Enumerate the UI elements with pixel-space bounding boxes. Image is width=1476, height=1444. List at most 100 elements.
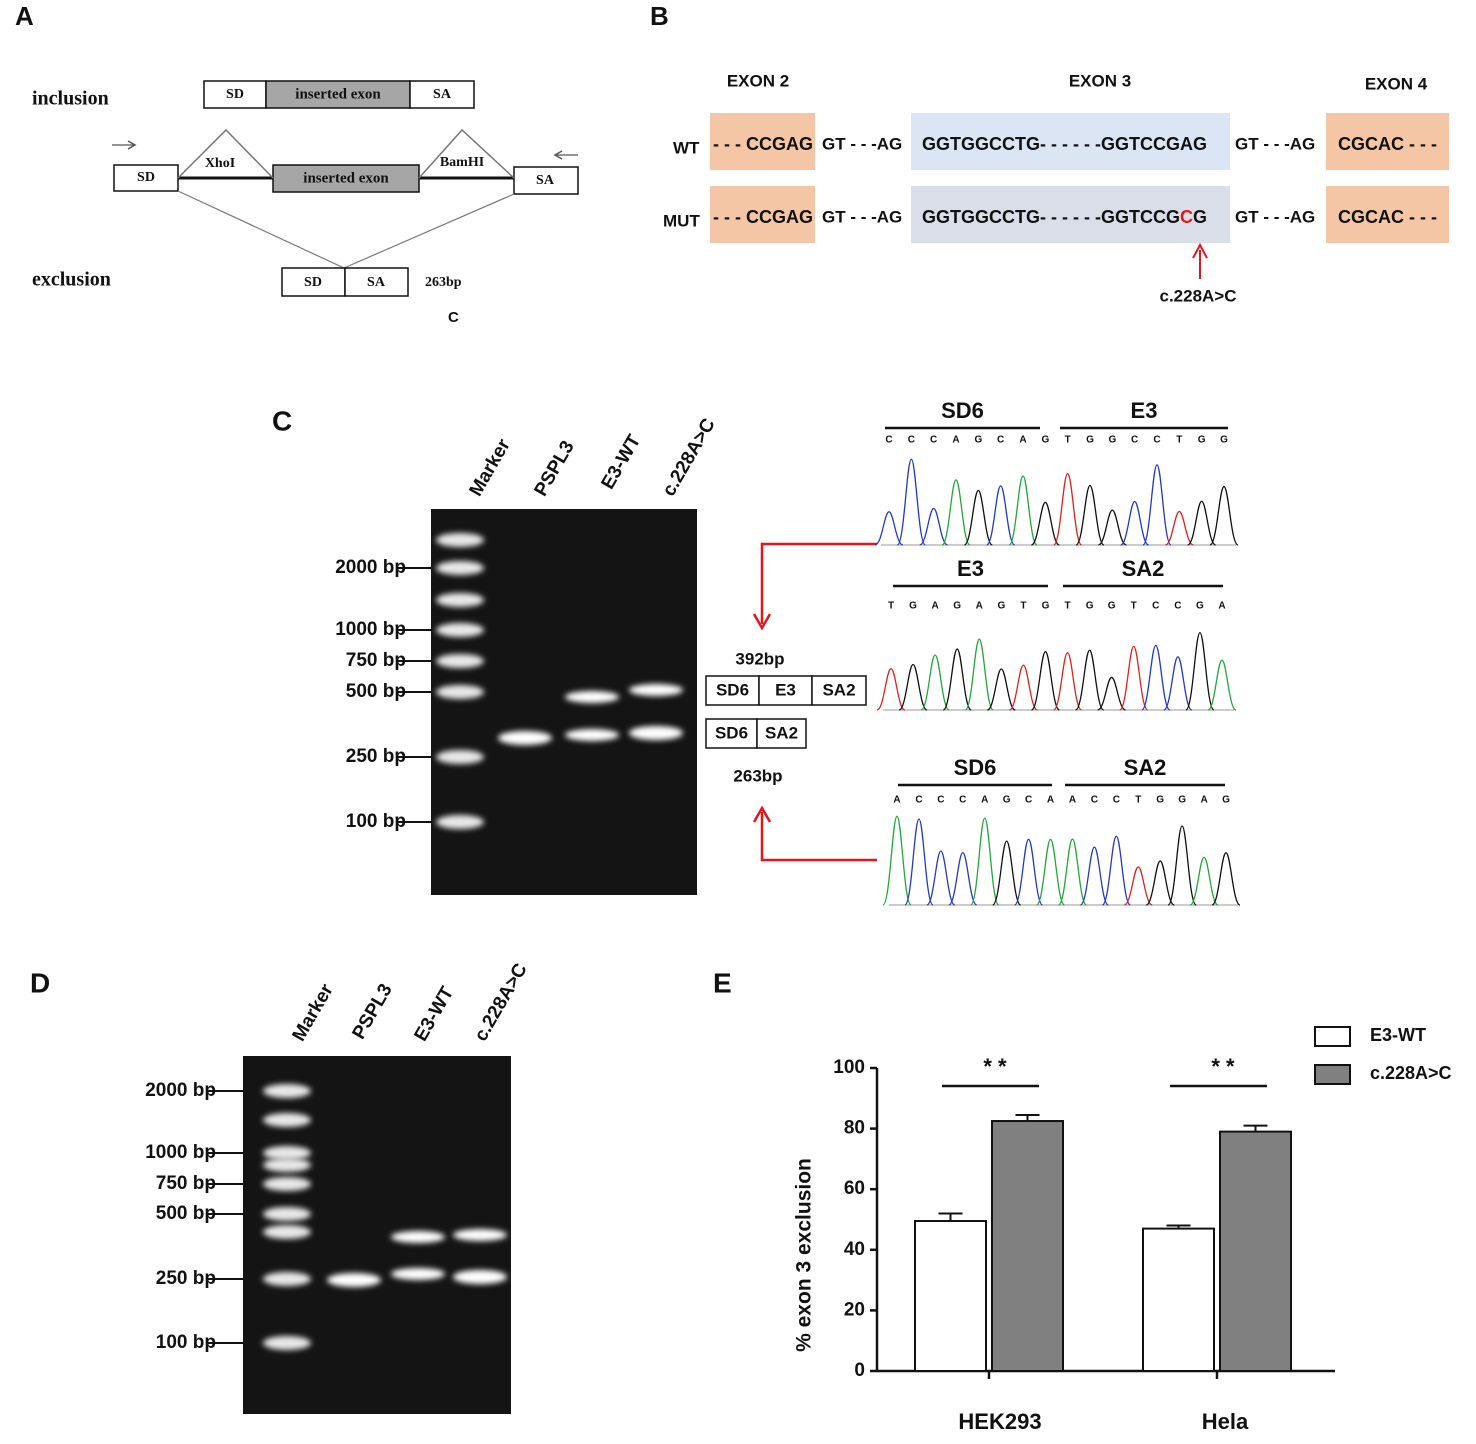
base-call: C (930, 435, 937, 446)
base-call: A (893, 795, 900, 806)
base-call: C (1152, 601, 1159, 612)
trace-peak (948, 851, 978, 906)
legend-swatch (1314, 1064, 1351, 1085)
gel-band (629, 684, 683, 696)
segment-label: SD6 (954, 755, 997, 780)
trace-peak (1209, 485, 1239, 546)
segment: E3 (775, 680, 796, 699)
ladder-label: 1000 bp (335, 619, 406, 640)
base-call: C (915, 795, 922, 806)
sd: SD (137, 170, 155, 185)
marker-band (263, 1113, 311, 1127)
arrow-head (127, 140, 137, 150)
exon3-site: C (1180, 207, 1193, 227)
sd-box (281, 267, 346, 297)
base-call: C (1153, 435, 1160, 446)
exon3-end: G (1193, 134, 1207, 154)
base-call: A (952, 435, 959, 446)
base-call: G (1086, 435, 1094, 446)
ladder-label: 500 bp (346, 681, 406, 702)
base-call: G (997, 601, 1005, 612)
trace-peak (874, 511, 904, 546)
intron-seq: GT - - -AG (822, 207, 902, 226)
trace-peak (1165, 510, 1194, 546)
trace-peak (963, 489, 993, 546)
product-size: 392bp (735, 649, 784, 668)
gel-band (498, 731, 552, 745)
note: C (448, 309, 459, 326)
gel-band (453, 1229, 507, 1241)
exon4-box (1326, 186, 1449, 243)
exon3-seq: GGTGGCCTG- - - - - -GGTCCGCG (922, 207, 1207, 227)
trace-peak (926, 850, 956, 906)
exon4-seq: CGCAC - - - (1338, 207, 1437, 227)
base-call: A (976, 601, 983, 612)
ladder-label: 100 bp (346, 811, 406, 832)
ladder-label: 2000 bp (145, 1080, 216, 1101)
ladder-label: 100 bp (156, 1332, 216, 1353)
ladder-label: 750 bp (156, 1173, 216, 1194)
exon2-box (710, 186, 815, 243)
exon3-site: A (1180, 134, 1193, 154)
size-label: 263bp (425, 275, 462, 290)
trace-peak (1057, 838, 1088, 906)
base-call: C (1113, 795, 1120, 806)
base-call: C (997, 435, 1004, 446)
segment-box (705, 675, 760, 706)
trace-peak (986, 485, 1016, 546)
sa: SA (536, 173, 555, 188)
trace-peak (986, 668, 1016, 711)
trace-peak (1008, 664, 1039, 711)
trace-peak (970, 817, 1000, 906)
x-tick-label: Hela (1202, 1409, 1249, 1434)
base-call: A (981, 795, 988, 806)
gel-band (565, 691, 619, 703)
base-call: G (953, 601, 961, 612)
marker-band (436, 750, 484, 764)
trace-peak (1030, 501, 1060, 546)
lane-label: PSPL3 (530, 437, 578, 500)
trace-peak (1142, 464, 1172, 546)
marker-band (436, 623, 484, 637)
y-tick-label: 80 (844, 1118, 865, 1139)
trace-peak (919, 507, 949, 546)
inserted-exon: inserted exon (295, 86, 381, 102)
trace-peak (1035, 838, 1066, 906)
gel-band (565, 729, 619, 741)
base-call: G (1042, 601, 1050, 612)
segment-label: E3 (1131, 398, 1158, 423)
gel-band (327, 1273, 381, 1287)
base-call: A (1218, 601, 1225, 612)
base-call: A (1019, 435, 1026, 446)
trace-peak (1079, 846, 1110, 906)
sa-box (344, 267, 409, 297)
base-call: A (1069, 795, 1076, 806)
y-tick-label: 60 (844, 1178, 865, 1199)
trace-peak (964, 638, 994, 711)
x-tick-label: HEK293 (958, 1409, 1041, 1434)
trace-peak (904, 818, 934, 906)
base-call: G (1220, 435, 1228, 446)
ladder-label: 1000 bp (145, 1142, 216, 1163)
inserted-exon: inserted exon (303, 170, 389, 186)
splice-line (177, 190, 345, 269)
y-tick-label: 20 (844, 1299, 865, 1320)
sa-box (513, 166, 579, 195)
bar (1219, 1130, 1292, 1372)
trace-peak (1101, 835, 1131, 906)
ladder-label: 250 bp (346, 746, 406, 767)
intron-seq: GT - - -AG (1235, 207, 1315, 226)
row-label: WT (673, 138, 700, 157)
exon-box (272, 164, 420, 193)
y-tick-label: 40 (844, 1239, 865, 1260)
exon2-seq: - - - CCGAG (713, 134, 813, 154)
exon4-box (1326, 113, 1449, 170)
splice-triangle (177, 128, 274, 179)
marker-band (263, 1177, 311, 1191)
base-call: C (1174, 601, 1181, 612)
sd-box (203, 80, 267, 109)
trace-peak (876, 667, 906, 711)
base-call: T (1131, 601, 1137, 612)
marker-band (436, 533, 484, 547)
lane-label: PSPL3 (348, 980, 396, 1043)
